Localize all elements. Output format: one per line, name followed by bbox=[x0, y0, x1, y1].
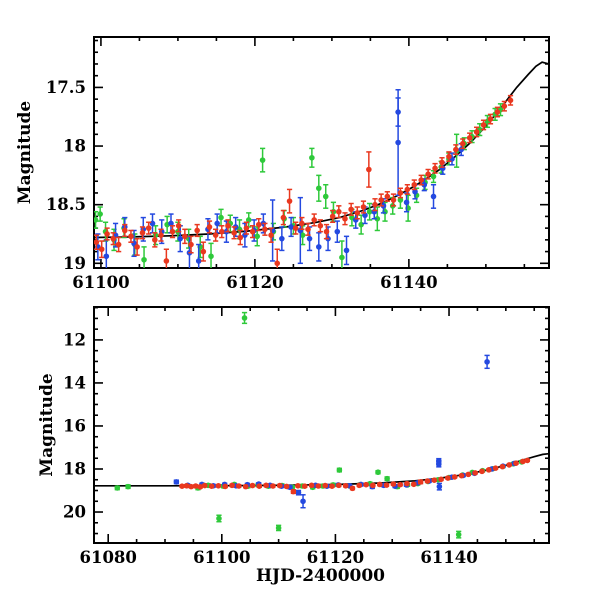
top-model-curve bbox=[94, 61, 549, 239]
top-y-tick-label: 19 bbox=[63, 254, 86, 273]
bottom-x-tick-label: 61140 bbox=[420, 548, 477, 567]
bottom-x-axis-title: HJD-2400000 bbox=[256, 566, 385, 586]
bottom-x-tick-label: 61100 bbox=[193, 548, 250, 567]
bottom-y-tick-label: 16 bbox=[63, 416, 86, 435]
top-points-red bbox=[94, 94, 514, 268]
top-frame bbox=[93, 36, 550, 269]
bottom-x-tick-label: 61080 bbox=[79, 548, 136, 567]
bottom-points-green bbox=[114, 311, 525, 539]
top-x-tick-label: 61140 bbox=[380, 273, 437, 292]
bottom-panel: 61080 61100 61120 61140 12 14 16 18 20 Magnitude H… bbox=[37, 306, 550, 586]
top-x-tick-label: 61120 bbox=[226, 273, 283, 292]
bottom-y-axis-title: Magnitude bbox=[37, 373, 57, 477]
bottom-ticks bbox=[94, 306, 549, 543]
top-ticks bbox=[94, 37, 549, 268]
top-plot-area bbox=[94, 61, 549, 268]
bottom-points-red bbox=[179, 457, 531, 495]
top-points-green bbox=[94, 103, 504, 268]
bottom-plot-area bbox=[94, 311, 549, 539]
top-y-tick-label: 17.5 bbox=[46, 78, 86, 97]
top-y-axis-title: Magnitude bbox=[15, 101, 35, 205]
top-x-tick-label: 61100 bbox=[72, 273, 129, 292]
top-y-tick-label: 18 bbox=[63, 137, 86, 156]
bottom-y-tick-label: 20 bbox=[63, 503, 86, 522]
bottom-y-tick-label: 12 bbox=[63, 330, 86, 349]
bottom-x-tick-label: 61120 bbox=[307, 548, 364, 567]
bottom-frame bbox=[93, 306, 550, 544]
bottom-y-tick-label: 14 bbox=[63, 373, 86, 392]
bottom-y-tick-label: 18 bbox=[63, 459, 86, 478]
top-y-tick-label: 18.5 bbox=[46, 195, 86, 214]
top-panel: 61100 61120 61140 17.5 18 18.5 19 Magnitude bbox=[15, 36, 550, 292]
